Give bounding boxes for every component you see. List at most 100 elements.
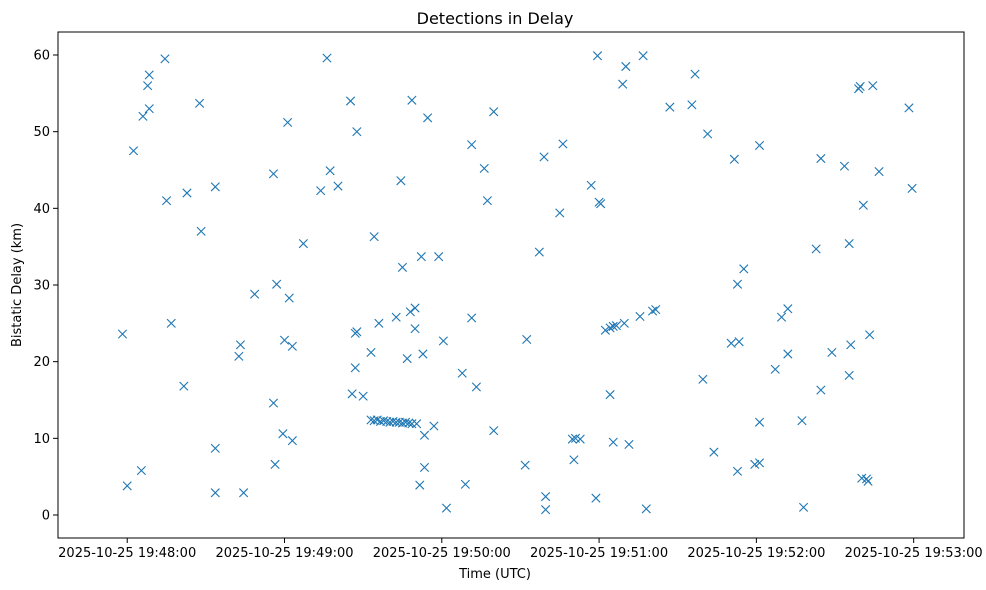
data-point (608, 321, 618, 331)
data-point (709, 447, 719, 457)
data-point (783, 304, 793, 314)
data-point (690, 69, 700, 79)
data-point (419, 430, 430, 440)
data-point (600, 325, 610, 335)
y-axis-label: Bistatic Delay (km) (10, 223, 25, 347)
data-point (210, 488, 220, 498)
y-tick-label: 20 (33, 355, 50, 370)
data-point (641, 504, 651, 514)
data-point (754, 140, 765, 151)
data-point (489, 426, 499, 436)
data-point (541, 492, 551, 502)
data-point (122, 481, 132, 491)
data-point (283, 117, 293, 128)
data-point (278, 429, 288, 439)
data-point (703, 129, 713, 139)
data-point (434, 252, 444, 262)
data-point (846, 340, 856, 350)
data-point (611, 321, 621, 331)
data-point (797, 416, 807, 426)
data-point (479, 163, 489, 174)
data-point (482, 196, 492, 206)
data-point (783, 349, 793, 359)
data-point (325, 166, 335, 176)
data-point (467, 313, 477, 323)
data-point (347, 389, 357, 399)
data-point (396, 176, 406, 186)
data-point (369, 232, 379, 242)
data-point (358, 391, 368, 401)
data-point (352, 127, 362, 137)
data-point (638, 51, 648, 61)
data-point (407, 419, 417, 429)
data-point (194, 98, 205, 108)
data-point (117, 329, 128, 339)
data-point (423, 113, 433, 123)
data-point (770, 364, 780, 374)
data-point (874, 166, 884, 177)
data-point (410, 303, 420, 313)
data-point (647, 306, 658, 316)
data-point (687, 100, 697, 110)
data-point (136, 465, 146, 476)
data-point (144, 70, 154, 80)
data-point (407, 95, 417, 105)
data-point (345, 96, 356, 106)
data-point (592, 51, 603, 61)
data-point (460, 479, 470, 489)
data-point (729, 154, 739, 164)
data-point (858, 200, 868, 210)
data-point (471, 382, 481, 392)
data-point (558, 139, 568, 149)
data-point (732, 466, 743, 476)
data-point (179, 381, 189, 391)
data-point (619, 318, 629, 328)
data-point (350, 363, 360, 373)
data-point (196, 226, 206, 236)
data-point (415, 480, 425, 490)
data-point (391, 312, 401, 322)
data-point (379, 416, 389, 426)
data-point (816, 385, 826, 395)
data-point (441, 503, 452, 513)
data-point (418, 349, 428, 359)
data-point (366, 347, 376, 358)
data-point (284, 293, 294, 303)
data-point (322, 53, 332, 63)
data-point (410, 324, 420, 334)
data-point (522, 334, 532, 345)
data-point (404, 418, 414, 428)
x-tick-label: 2025-10-25 19:50:00 (373, 546, 511, 561)
data-point (316, 186, 326, 196)
data-point (865, 330, 875, 340)
data-point (776, 312, 787, 322)
data-point (438, 336, 448, 346)
data-point (239, 488, 249, 498)
y-tick-label: 40 (33, 202, 50, 217)
data-point (401, 417, 411, 427)
data-point (624, 439, 634, 450)
y-tick-label: 0 (42, 509, 50, 524)
data-point (844, 239, 854, 249)
data-point (734, 337, 744, 347)
data-point (250, 289, 260, 299)
data-point (405, 307, 415, 317)
data-point (539, 152, 549, 162)
y-tick-label: 60 (33, 49, 50, 64)
y-tick-label: 10 (33, 432, 50, 447)
chart-title: Detections in Delay (417, 9, 574, 28)
data-point (144, 104, 154, 114)
data-point (827, 347, 837, 358)
data-point (868, 81, 878, 91)
data-point (287, 341, 297, 351)
data-point (467, 140, 477, 150)
data-point (621, 61, 631, 72)
data-point (235, 340, 246, 350)
x-tick-label: 2025-10-25 19:53:00 (845, 546, 983, 561)
data-point (811, 244, 821, 254)
data-point (635, 311, 645, 322)
data-point (754, 417, 765, 427)
data-point (698, 374, 708, 384)
